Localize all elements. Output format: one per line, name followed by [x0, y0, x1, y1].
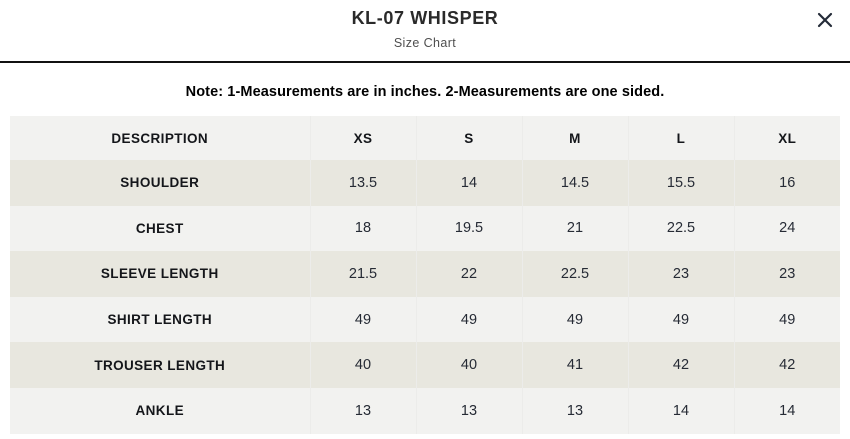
row-label: SLEEVE LENGTH: [10, 251, 310, 297]
cell-value: 14: [627, 387, 734, 434]
cell-value: 21.5: [309, 251, 416, 297]
size-chart-table: DESCRIPTION XS S M L XL SHOULDER 13.5 14…: [10, 116, 840, 434]
cell-value: 13: [415, 387, 522, 434]
row-label: SHOULDER: [10, 160, 310, 206]
cell-value: 41: [521, 342, 628, 388]
cell-value: 49: [733, 296, 840, 343]
cell-value: 23: [733, 251, 840, 297]
column-header-s: S: [415, 116, 522, 160]
x-icon: [816, 11, 834, 29]
column-header-description: DESCRIPTION: [10, 116, 310, 160]
cell-value: 49: [415, 296, 522, 343]
cell-value: 13: [521, 387, 628, 434]
cell-value: 14.5: [521, 160, 628, 206]
header-rule: [0, 61, 850, 63]
column-header-l: L: [627, 116, 734, 160]
cell-value: 14: [733, 387, 840, 434]
table-row: SHIRT LENGTH 49 49 49 49 49: [10, 296, 840, 343]
cell-value: 13: [309, 387, 416, 434]
cell-value: 16: [733, 160, 840, 206]
cell-value: 15.5: [627, 160, 734, 206]
table-row: SLEEVE LENGTH 21.5 22 22.5 23 23: [10, 251, 840, 297]
table-header-row: DESCRIPTION XS S M L XL: [10, 116, 840, 160]
row-label: CHEST: [10, 205, 310, 252]
cell-value: 22.5: [521, 251, 628, 297]
column-header-xs: XS: [309, 116, 416, 160]
row-label: ANKLE: [10, 387, 310, 434]
measurement-note: Note: 1-Measurements are in inches. 2-Me…: [185, 84, 665, 100]
close-button[interactable]: [813, 8, 837, 32]
modal-header: KL-07 WHISPER Size Chart: [0, 0, 850, 50]
cell-value: 22: [415, 251, 522, 297]
cell-value: 14: [415, 160, 522, 206]
cell-value: 13.5: [309, 160, 416, 206]
cell-value: 49: [309, 296, 416, 343]
row-label: SHIRT LENGTH: [10, 296, 310, 343]
cell-value: 23: [627, 251, 734, 297]
table-row: CHEST 18 19.5 21 22.5 24: [10, 205, 840, 252]
column-header-m: M: [521, 116, 628, 160]
table-row: ANKLE 13 13 13 14 14: [10, 387, 840, 434]
cell-value: 49: [521, 296, 628, 343]
cell-value: 21: [521, 205, 628, 252]
cell-value: 19.5: [415, 205, 522, 252]
cell-value: 40: [415, 342, 522, 388]
column-header-xl: XL: [733, 116, 840, 160]
cell-value: 18: [309, 205, 416, 252]
modal-title: KL-07 WHISPER: [351, 8, 499, 28]
cell-value: 42: [627, 342, 734, 388]
cell-value: 49: [627, 296, 734, 343]
row-label: TROUSER LENGTH: [10, 342, 310, 388]
table-row: TROUSER LENGTH 40 40 41 42 42: [10, 342, 840, 388]
cell-value: 24: [733, 205, 840, 252]
cell-value: 42: [733, 342, 840, 388]
modal-subtitle: Size Chart: [393, 36, 457, 50]
cell-value: 22.5: [627, 205, 734, 252]
table-row: SHOULDER 13.5 14 14.5 15.5 16: [10, 160, 840, 206]
cell-value: 40: [309, 342, 416, 388]
